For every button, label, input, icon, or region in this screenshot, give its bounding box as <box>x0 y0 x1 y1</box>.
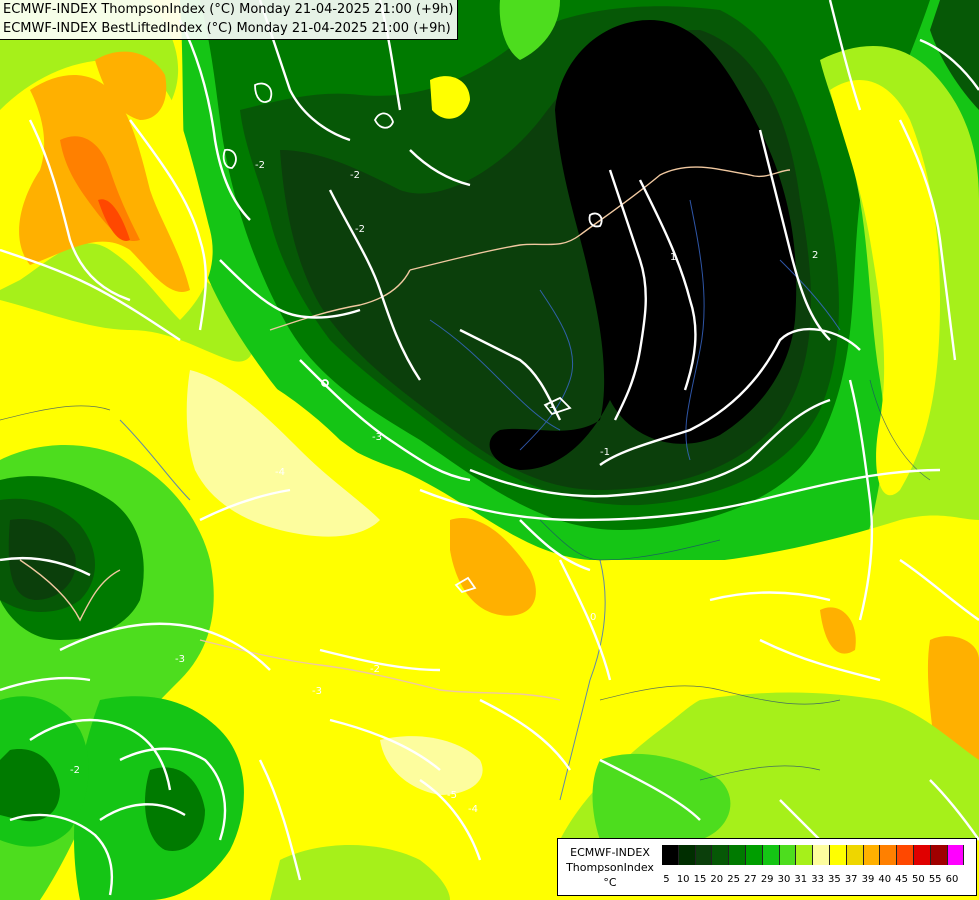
legend-title-unit: °C <box>603 876 617 889</box>
legend-tick-label: 45 <box>895 874 908 885</box>
legend-swatch <box>762 845 780 865</box>
contour-label: -2 <box>350 170 360 181</box>
legend-swatch <box>729 845 746 865</box>
legend-swatch <box>662 845 679 865</box>
legend-swatch <box>813 845 830 865</box>
legend-tick-label: 20 <box>710 874 724 885</box>
legend-swatch <box>846 845 864 865</box>
legend-swatch <box>712 845 730 865</box>
contour-label: -4 <box>275 467 285 478</box>
contour-label: -3 <box>312 686 322 697</box>
contour-label: -2 <box>355 224 365 235</box>
legend-tick-label: 60 <box>945 874 959 885</box>
legend-swatch <box>678 845 696 865</box>
legend-swatch <box>745 845 763 865</box>
title-line-thompson: ECMWF-INDEX ThompsonIndex (°C) Monday 21… <box>3 2 454 17</box>
legend-tick-label: 5 <box>663 874 670 885</box>
contour-label: -2 <box>255 160 265 171</box>
contour-label: -2 <box>70 765 80 776</box>
legend-swatch <box>913 845 931 865</box>
legend-swatch <box>863 845 881 865</box>
legend-tick-label: 25 <box>727 874 740 885</box>
map-title: ECMWF-INDEX ThompsonIndex (°C) Monday 21… <box>0 0 459 40</box>
legend-ticks: 5 10 15 20 25 27 29 30 31 33 35 37 39 40 45 50 55 60 <box>662 874 972 888</box>
legend-tick-label: 50 <box>912 874 925 885</box>
legend-tick-label: 39 <box>861 874 875 885</box>
contour-label: -1 <box>600 447 610 458</box>
title-line-bestlifted: ECMWF-INDEX BestLiftedIndex (°C) Monday … <box>3 21 451 36</box>
contour-label: 0 <box>590 612 596 623</box>
color-legend: ECMWF-INDEX ThompsonIndex °C 5 10 15 20 25 27… <box>557 838 977 896</box>
legend-title-model: ECMWF-INDEX <box>570 846 650 859</box>
legend-tick-label: 55 <box>928 874 942 885</box>
legend-swatches <box>662 845 965 865</box>
legend-tick-label: 15 <box>693 874 707 885</box>
contour-label: -2 <box>370 664 380 675</box>
legend-tick-label: 40 <box>878 874 892 885</box>
legend-swatch <box>695 845 713 865</box>
legend-swatch <box>829 845 847 865</box>
contour-label: -3 <box>372 432 382 443</box>
contour-label: 1 <box>670 252 676 263</box>
legend-swatch <box>897 845 914 865</box>
legend-swatch <box>779 845 797 865</box>
legend-title: ECMWF-INDEX ThompsonIndex °C <box>562 845 658 890</box>
contour-label: -4 <box>468 804 478 815</box>
contour-label: -3 <box>175 654 185 665</box>
contour-label: -5 <box>447 790 457 801</box>
legend-tick-label: 27 <box>744 874 757 885</box>
legend-swatch <box>947 845 965 865</box>
legend-tick-label: 29 <box>760 874 774 885</box>
contour-label: -1 <box>545 400 555 411</box>
legend-tick-label: 30 <box>777 874 791 885</box>
legend-tick-label: 35 <box>828 874 841 885</box>
contour-label: 2 <box>812 250 818 261</box>
legend-tick-label: 31 <box>794 874 808 885</box>
legend-swatch <box>796 845 814 865</box>
legend-swatch <box>930 845 948 865</box>
legend-tick-label: 33 <box>811 874 824 885</box>
legend-title-index: ThompsonIndex <box>566 861 654 874</box>
legend-swatch <box>880 845 898 865</box>
legend-tick-label: 10 <box>676 874 690 885</box>
legend-tick-label: 37 <box>844 874 858 885</box>
